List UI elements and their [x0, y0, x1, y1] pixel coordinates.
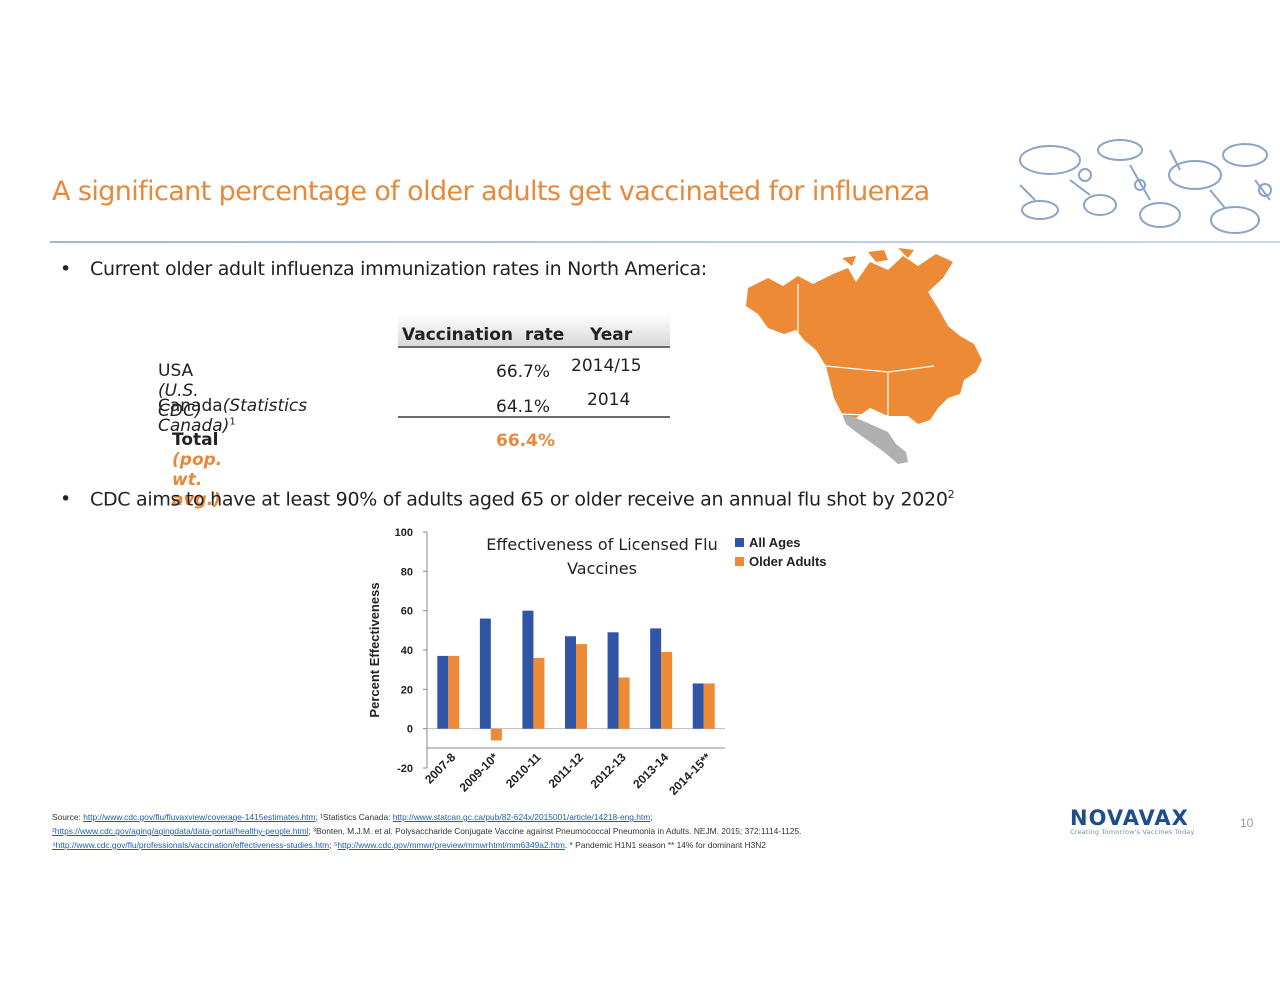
bar-all-ages [565, 636, 576, 729]
category-label: 2011-12 [546, 750, 587, 791]
table-row-canada-label: Canada(Statistics Canada)1 [158, 396, 307, 436]
table-header-band [398, 314, 670, 348]
logo-tagline: Creating Tomorrow's Vaccines Today [1070, 828, 1195, 836]
y-tick-label: 80 [401, 566, 413, 578]
bullet-cdc-goal: • CDC aims to have at least 90% of adults… [60, 488, 955, 511]
y-tick-label: -20 [397, 763, 413, 775]
bar-older-adults [661, 651, 673, 729]
table-row-usa-label: USA (U.S. CDC) [158, 361, 201, 421]
category-label: 2007-8 [422, 750, 459, 787]
y-axis-label: Percent Effectiveness [367, 582, 382, 717]
page-number: 10 [1240, 816, 1254, 830]
row-source: (Statistics Canada) [158, 396, 308, 436]
bar-older-adults [448, 655, 460, 729]
effectiveness-chart: 100 80 60 40 20 0 -20 Percent Effectiveness 2007… [367, 527, 827, 798]
bullet-footnote: 2 [947, 488, 955, 501]
bar-all-ages [607, 632, 619, 729]
source-text: ; [650, 812, 653, 822]
bar-older-adults [618, 677, 630, 729]
virus-decoration-icon [1019, 139, 1272, 234]
source-link[interactable]: http://www.cdc.gov/mmwr/preview/mmwrhtml… [337, 840, 565, 850]
category-label: 2012-13 [588, 750, 629, 791]
row-source: (U.S. CDC) [158, 381, 202, 421]
bullet-dot: • [60, 258, 71, 280]
bar-all-ages [650, 628, 662, 729]
sources-footnote: Source: http://www.cdc.gov/flu/fluvaxvie… [52, 810, 1062, 852]
total-label: Total [172, 430, 219, 450]
bar-all-ages [479, 618, 491, 729]
source-link[interactable]: ²https://www.cdc.gov/aging/agingdata/dat… [52, 826, 309, 836]
source-text: ; ³Bonten, M.J.M. et al. Polysaccharide … [308, 826, 802, 836]
y-tick-label: 40 [401, 645, 413, 657]
table-row-total-rate: 66.4% [496, 431, 555, 451]
category-label: 2013-14 [630, 750, 671, 791]
source-prefix: Source: [52, 812, 81, 822]
source-line-2: ²https://www.cdc.gov/aging/agingdata/dat… [52, 824, 1062, 838]
table-row-total-label: Total (pop. wt. avg.) [172, 430, 222, 510]
table-row-usa-rate: 66.7% [496, 362, 551, 382]
bar-all-ages [437, 655, 449, 729]
bullet-immunization-rates: • Current older adult influenza immunizat… [60, 258, 707, 280]
source-link[interactable]: http://www.cdc.gov/flu/fluvaxview/covera… [83, 812, 316, 822]
y-tick-label: 100 [395, 527, 413, 539]
logo-wordmark: NOVAVAX [1070, 806, 1189, 830]
bar-older-adults [490, 728, 502, 741]
bar-older-adults [533, 657, 545, 729]
table-row-usa-year: 2014/15 [571, 356, 642, 376]
bullet-dot: • [60, 488, 71, 511]
y-tick-label: 0 [407, 724, 413, 736]
table-row-canada-rate: 64.1% [496, 397, 551, 417]
legend-entry: All Ages [749, 535, 801, 550]
source-text: . * Pandemic H1N1 season ** 14% for domi… [564, 840, 766, 850]
table-bottom-rule [398, 416, 670, 418]
source-line-1: Source: http://www.cdc.gov/flu/fluvaxvie… [52, 810, 1062, 824]
novavax-logo: NOVAVAX Creating Tomorrow's Vaccines Tod… [1070, 806, 1195, 836]
bar-all-ages [522, 610, 534, 729]
table-header-year: Year [590, 325, 633, 345]
title-divider [50, 241, 1280, 243]
bar-older-adults [703, 683, 715, 729]
source-text: ; ⁵ [329, 840, 338, 850]
table-row-canada-year: 2014 [587, 390, 631, 410]
legend-swatch [735, 538, 744, 547]
category-label: 2009-10* [457, 750, 502, 795]
y-tick-label: 60 [401, 606, 413, 618]
bar-all-ages [692, 683, 704, 729]
category-label: 2010-11 [503, 750, 544, 791]
page-title: A significant percentage of older adults… [52, 176, 930, 207]
row-country: USA [158, 361, 194, 381]
legend-swatch [735, 557, 744, 566]
chart-title: Vaccines [567, 559, 637, 578]
bar-older-adults [576, 644, 587, 729]
category-label: 2014-15** [666, 750, 714, 798]
source-text: ; ¹Statistics Canada: [315, 812, 391, 822]
source-line-3: ⁴http://www.cdc.gov/flu/professionals/va… [52, 838, 1062, 852]
bullet-text: CDC aims to have at least 90% of adults … [90, 488, 948, 511]
table-header-rate: Vaccination rate [402, 325, 565, 345]
source-link[interactable]: http://www.statcan.gc.ca/pub/82-624x/201… [392, 812, 651, 822]
row-footnote: 1 [229, 416, 236, 428]
total-source: (pop. wt. avg.) [172, 450, 223, 510]
north-america-map-icon [746, 248, 982, 464]
row-country: Canada [158, 396, 223, 416]
source-link[interactable]: ⁴http://www.cdc.gov/flu/professionals/va… [52, 840, 330, 850]
y-tick-label: 20 [401, 684, 413, 696]
chart-title: Effectiveness of Licensed Flu [486, 535, 717, 554]
bullet-text: Current older adult influenza immunizati… [90, 258, 707, 280]
legend-entry: Older Adults [749, 554, 827, 569]
